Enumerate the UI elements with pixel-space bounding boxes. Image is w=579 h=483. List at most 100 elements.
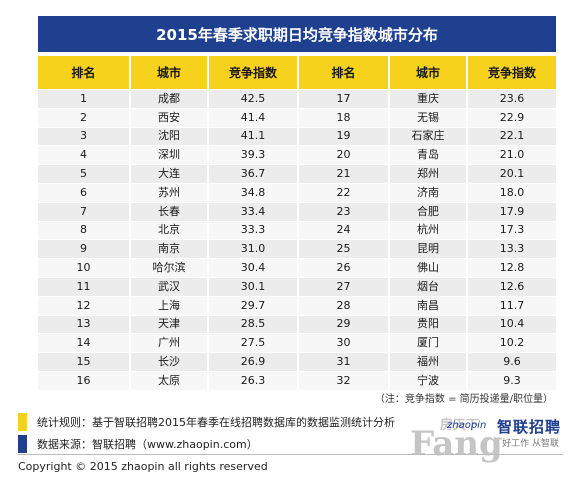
table-row: 9 南京 31.0 25 昆明 13.3 — [38, 239, 556, 259]
cell-city: 佛山 — [388, 258, 466, 277]
cell-city: 无锡 — [388, 107, 466, 127]
header-city: 城市 — [129, 56, 207, 89]
cell-index: 33.3 — [207, 220, 297, 240]
cell-index: 10.2 — [466, 333, 556, 353]
cell-city: 杭州 — [388, 220, 466, 240]
table-row: 11 武汉 30.1 27 烟台 12.6 — [38, 276, 556, 296]
cell-index: 29.7 — [207, 295, 297, 315]
cell-city: 石家庄 — [388, 126, 466, 146]
cell-city: 南京 — [129, 239, 207, 259]
cell-city: 西安 — [129, 107, 207, 127]
cell-rank: 24 — [297, 220, 388, 240]
cell-city: 青岛 — [388, 145, 466, 165]
table-row: 16 太原 26.3 32 宁波 9.3 — [38, 370, 556, 390]
cell-city: 上海 — [129, 295, 207, 315]
cell-city: 烟台 — [388, 276, 466, 296]
table-row: 4 深圳 39.3 20 青岛 21.0 — [38, 145, 556, 165]
cell-index: 10.4 — [466, 314, 556, 334]
header-row: 排名 城市 竞争指数 排名 城市 竞争指数 — [38, 56, 556, 89]
cell-rank: 28 — [297, 295, 388, 315]
cell-index: 42.5 — [207, 89, 297, 108]
cell-index: 12.8 — [466, 258, 556, 277]
cell-index: 26.3 — [207, 370, 297, 390]
cell-rank: 23 — [297, 201, 388, 221]
table-row: 2 西安 41.4 18 无锡 22.9 — [38, 107, 556, 127]
cell-index: 26.9 — [207, 352, 297, 371]
cell-city: 南昌 — [388, 295, 466, 315]
table-row: 6 苏州 34.8 22 济南 18.0 — [38, 182, 556, 202]
cell-rank: 4 — [38, 145, 129, 165]
table-row: 10 哈尔滨 30.4 26 佛山 12.8 — [38, 258, 556, 277]
cell-city: 广州 — [129, 333, 207, 353]
cell-city: 福州 — [388, 352, 466, 371]
cell-rank: 3 — [38, 126, 129, 146]
cell-city: 成都 — [129, 89, 207, 108]
cell-index: 17.3 — [466, 220, 556, 240]
cell-rank: 15 — [38, 352, 129, 371]
cell-city: 大连 — [129, 164, 207, 183]
cell-rank: 8 — [38, 220, 129, 240]
cell-city: 重庆 — [388, 89, 466, 108]
cell-index: 34.8 — [207, 182, 297, 202]
legend-rule-text: 统计规则：基于智联招聘2015年春季在线招聘数据库的数据监测统计分析 — [37, 416, 395, 429]
table-title: 2015年春季求职期日均竞争指数城市分布 — [38, 16, 556, 52]
cell-city: 长春 — [129, 201, 207, 221]
table-row: 7 长春 33.4 23 合肥 17.9 — [38, 201, 556, 221]
cell-rank: 9 — [38, 239, 129, 259]
legend-source-text: 数据来源：智联招聘（www.zhaopin.com） — [37, 438, 258, 451]
cell-index: 23.6 — [466, 89, 556, 108]
cell-index: 18.0 — [466, 182, 556, 202]
cell-city: 深圳 — [129, 145, 207, 165]
brand-logo: zhaopin 智联招聘 好工作 从智联 — [445, 416, 565, 452]
blue-swatch — [18, 435, 27, 453]
cell-rank: 21 — [297, 164, 388, 183]
logo-tagline: 好工作 从智联 — [502, 439, 559, 449]
cell-rank: 31 — [297, 352, 388, 371]
table-row: 3 沈阳 41.1 19 石家庄 22.1 — [38, 126, 556, 146]
cell-rank: 22 — [297, 182, 388, 202]
cell-rank: 26 — [297, 258, 388, 277]
legend-rule: 统计规则：基于智联招聘2015年春季在线招聘数据库的数据监测统计分析 — [18, 411, 395, 433]
cell-city: 太原 — [129, 370, 207, 390]
cell-index: 9.6 — [466, 352, 556, 371]
cell-rank: 11 — [38, 276, 129, 296]
cell-index: 28.5 — [207, 314, 297, 334]
cell-rank: 29 — [297, 314, 388, 334]
cell-city: 北京 — [129, 220, 207, 240]
cell-index: 12.6 — [466, 276, 556, 296]
yellow-swatch — [18, 413, 27, 431]
cell-rank: 2 — [38, 107, 129, 127]
cell-city: 哈尔滨 — [129, 258, 207, 277]
table-row: 13 天津 28.5 29 贵阳 10.4 — [38, 314, 556, 334]
cell-city: 武汉 — [129, 276, 207, 296]
table-row: 14 广州 27.5 30 厦门 10.2 — [38, 333, 556, 353]
cell-index: 20.1 — [466, 164, 556, 183]
table-row: 1 成都 42.5 17 重庆 23.6 — [38, 89, 556, 108]
header-index: 竞争指数 — [466, 56, 556, 89]
cell-city: 宁波 — [388, 370, 466, 390]
copyright: Copyright © 2015 zhaopin all rights rese… — [18, 460, 268, 473]
cell-index: 21.0 — [466, 145, 556, 165]
cell-index: 33.4 — [207, 201, 297, 221]
cell-index: 17.9 — [466, 201, 556, 221]
ranking-table: 排名 城市 竞争指数 排名 城市 竞争指数 1 成都 42.5 17 重庆 23.6 2 西安… — [38, 56, 556, 390]
cell-city: 郑州 — [388, 164, 466, 183]
cell-city: 苏州 — [129, 182, 207, 202]
cell-rank: 5 — [38, 164, 129, 183]
watermark-small: 房天下 — [440, 418, 480, 433]
cell-rank: 14 — [38, 333, 129, 353]
cell-rank: 17 — [297, 89, 388, 108]
footnote: （注：竞争指数 = 简历投递量/职位量） — [374, 394, 553, 405]
watermark-big: Fang — [410, 424, 503, 464]
cell-rank: 20 — [297, 145, 388, 165]
cell-city: 济南 — [388, 182, 466, 202]
table-row: 15 长沙 26.9 31 福州 9.6 — [38, 352, 556, 371]
cell-index: 36.7 — [207, 164, 297, 183]
cell-rank: 25 — [297, 239, 388, 259]
cell-index: 30.4 — [207, 258, 297, 277]
cell-city: 合肥 — [388, 201, 466, 221]
header-rank: 排名 — [38, 56, 129, 89]
table-row: 5 大连 36.7 21 郑州 20.1 — [38, 164, 556, 183]
cell-rank: 19 — [297, 126, 388, 146]
cell-rank: 1 — [38, 89, 129, 108]
